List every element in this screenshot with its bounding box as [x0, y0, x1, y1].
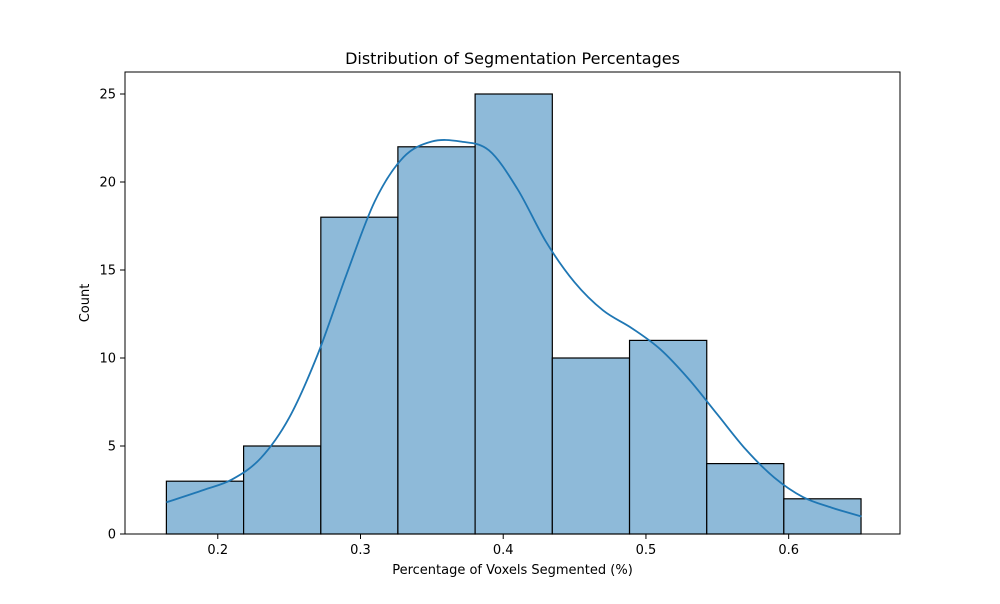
y-axis-label: Count	[78, 284, 93, 323]
x-axis-label: Percentage of Voxels Segmented (%)	[392, 563, 633, 578]
plot-frame	[124, 71, 901, 535]
kde-curve	[166, 139, 862, 518]
x-tick-label-1: 0.2	[207, 543, 228, 558]
y-tick-label-2: 5	[108, 440, 116, 455]
kde-layer	[166, 139, 862, 518]
x-tick-label-2: 0.3	[350, 543, 371, 558]
x-tick-label-4: 0.5	[636, 543, 657, 558]
histogram-bar-2	[243, 445, 322, 535]
chart-title: Distribution of Segmentation Percentages	[345, 49, 680, 68]
x-tick-label-3: 0.4	[493, 543, 514, 558]
y-tick-label-3: 10	[99, 352, 116, 367]
bars-layer	[165, 93, 862, 535]
x-tick-label-5: 0.6	[778, 543, 799, 558]
histogram-bar-6	[551, 357, 631, 535]
histogram-bar-3	[320, 216, 399, 535]
y-axis: 0 5 10 15 20 25	[99, 88, 125, 543]
histogram-bar-7	[628, 339, 708, 535]
y-tick-label-1: 0	[108, 528, 116, 543]
y-tick-label-4: 15	[99, 264, 116, 279]
histogram-bar-4	[397, 146, 476, 535]
histogram-bar-5	[474, 93, 553, 535]
y-tick-label-6: 25	[99, 88, 116, 103]
histogram-bar-8	[706, 463, 785, 535]
y-tick-label-5: 20	[99, 176, 116, 191]
x-axis: 0.2 0.3 0.4 0.5 0.6	[207, 534, 799, 558]
